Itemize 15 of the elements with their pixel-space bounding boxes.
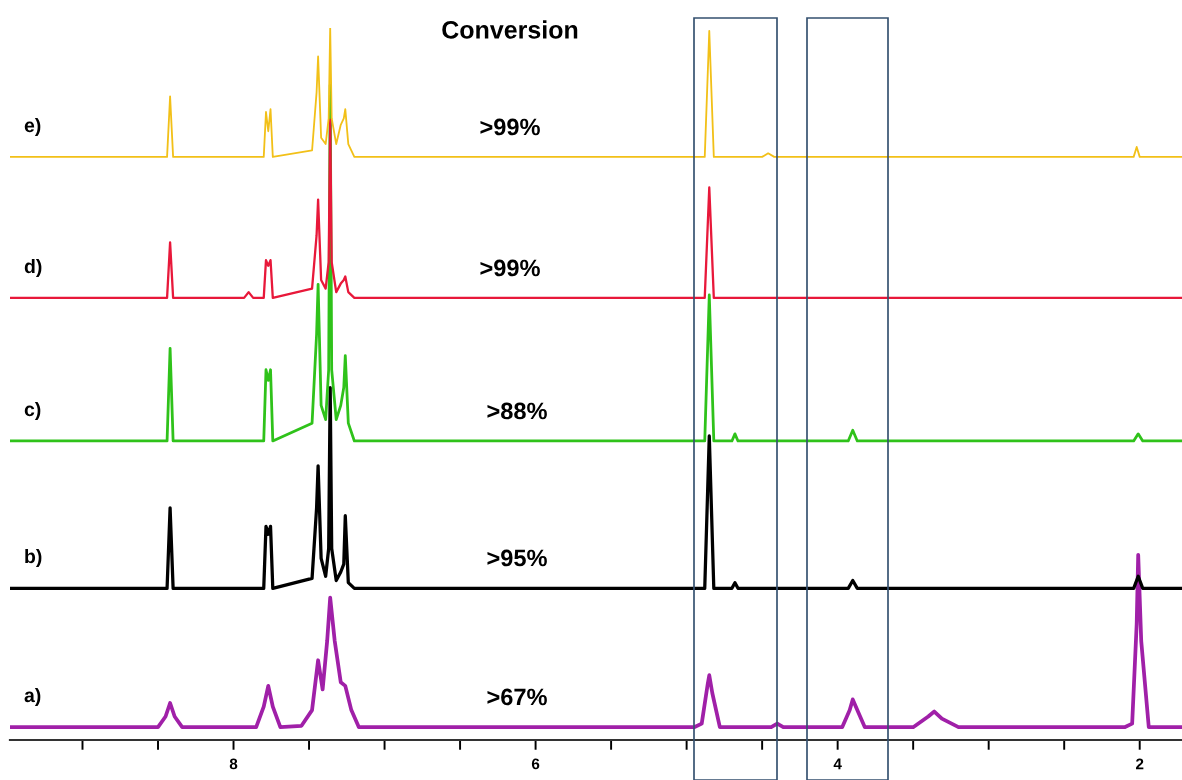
annotation: d) [24, 258, 42, 278]
annotation: e) [24, 117, 41, 137]
x-tick-label: 2 [1135, 758, 1144, 770]
annotation: a) [24, 687, 41, 707]
x-tick-label: 8 [229, 758, 238, 770]
annotation: >99% [480, 259, 540, 277]
annotation: >67% [487, 688, 547, 706]
annotation: >99% [480, 118, 540, 136]
x-tick-label: 6 [531, 758, 540, 770]
annotation: >95% [487, 549, 547, 567]
x-tick-label: 4 [833, 758, 842, 770]
annotation: c) [24, 401, 41, 421]
annotation: >88% [487, 402, 547, 420]
annotation: b) [25, 548, 42, 568]
chart-title: Conversion [442, 20, 578, 39]
